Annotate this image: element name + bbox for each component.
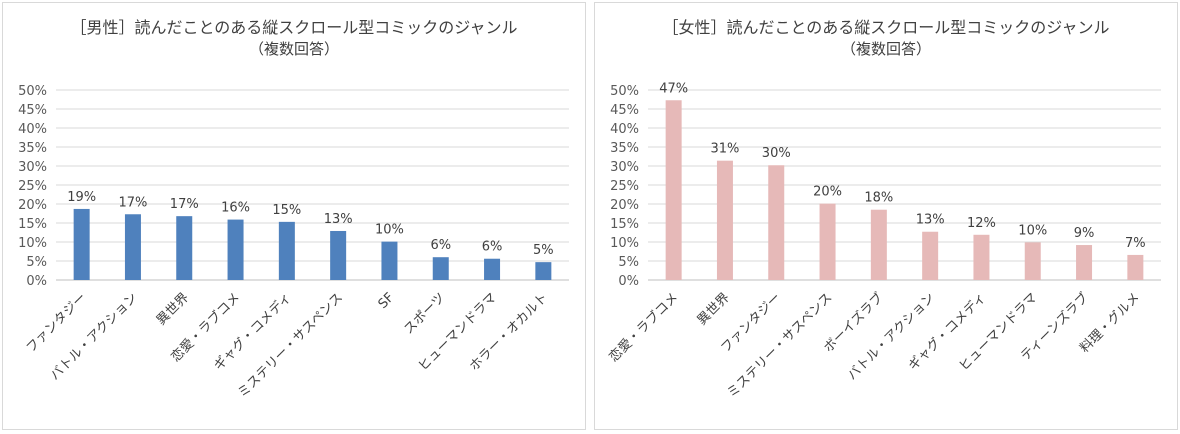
y-tick-label: 20% <box>610 198 639 213</box>
y-tick-label: 5% <box>618 255 639 270</box>
bar <box>973 234 990 280</box>
bar <box>227 219 244 280</box>
y-tick-label: 0% <box>618 274 639 289</box>
data-label: 6% <box>482 240 503 255</box>
data-label: 5% <box>533 243 554 258</box>
x-tick-label: ミステリー・サスペンス <box>235 290 346 401</box>
bar <box>768 165 785 280</box>
bar <box>278 221 295 280</box>
bar <box>484 258 501 280</box>
data-label: 12% <box>967 216 996 231</box>
y-tick-label: 10% <box>18 236 47 251</box>
data-label: 13% <box>916 213 945 228</box>
data-label: 18% <box>864 191 893 206</box>
data-label: 20% <box>813 185 842 200</box>
bar <box>381 241 398 280</box>
y-tick-label: 15% <box>610 217 639 232</box>
male-chart-plot: 0%5%10%15%20%25%30%35%40%45%50%19%ファンタジー… <box>18 84 569 401</box>
data-label: 10% <box>375 223 404 238</box>
y-tick-label: 25% <box>18 179 47 194</box>
y-tick-label: 20% <box>18 198 47 213</box>
y-tick-label: 5% <box>26 255 47 270</box>
y-tick-label: 15% <box>18 217 47 232</box>
y-tick-label: 35% <box>610 141 639 156</box>
y-tick-label: 50% <box>18 84 47 99</box>
data-label: 17% <box>170 197 199 212</box>
bar <box>1024 242 1041 280</box>
bar <box>716 160 733 280</box>
bar <box>535 262 552 280</box>
bar <box>124 214 141 280</box>
x-tick-label: 恋愛・ラブコメ <box>606 290 682 366</box>
chart-title: ［男性］読んだことのある縦スクロール型コミックのジャンル <box>70 18 518 37</box>
data-label: 13% <box>324 212 353 227</box>
y-tick-label: 45% <box>18 103 47 118</box>
bar <box>665 100 682 280</box>
male-chart-panel: ［男性］読んだことのある縦スクロール型コミックのジャンル （複数回答） 0% 5%… <box>2 2 586 430</box>
x-tick-label: 異世界 <box>695 290 733 328</box>
y-tick-label: 0% <box>26 274 47 289</box>
y-tick-label: 35% <box>18 141 47 156</box>
x-tick-label: 異世界 <box>154 290 192 328</box>
bar <box>922 231 939 280</box>
bar <box>1127 254 1144 280</box>
bar <box>432 257 449 280</box>
x-tick-label: バトル・アクション <box>845 290 938 383</box>
data-label: 9% <box>1074 226 1095 241</box>
bar <box>176 216 193 280</box>
y-tick-label: 40% <box>610 122 639 137</box>
y-tick-label: 30% <box>18 160 47 175</box>
chart-subtitle: （複数回答） <box>840 40 931 58</box>
y-tick-label: 45% <box>610 103 639 118</box>
chart-subtitle: （複数回答） <box>248 40 339 58</box>
data-label: 16% <box>221 201 250 216</box>
y-tick-label: 40% <box>18 122 47 137</box>
data-label: 30% <box>762 146 791 161</box>
y-tick-label: 25% <box>610 179 639 194</box>
data-label: 15% <box>272 203 301 218</box>
bar <box>1076 245 1093 280</box>
y-tick-label: 10% <box>610 236 639 251</box>
bar <box>73 208 90 280</box>
data-label: 31% <box>710 142 739 157</box>
x-tick-label: バトル・アクション <box>48 290 141 383</box>
x-tick-label: スポーツ <box>401 290 448 337</box>
data-label: 17% <box>118 195 147 210</box>
y-tick-label: 30% <box>610 160 639 175</box>
data-label: 6% <box>430 238 451 253</box>
data-label: 19% <box>67 190 96 205</box>
x-tick-label: ミステリー・サスペンス <box>725 290 836 401</box>
y-tick-label: 50% <box>610 84 639 99</box>
bar <box>870 209 887 280</box>
bar <box>330 230 347 280</box>
x-tick-label: SF <box>376 290 398 312</box>
data-label: 10% <box>1018 223 1047 238</box>
female-chart-panel: ［女性］読んだことのある縦スクロール型コミックのジャンル （複数回答） 0% 5%… <box>594 2 1178 430</box>
chart-title: ［女性］読んだことのある縦スクロール型コミックのジャンル <box>662 18 1110 37</box>
data-label: 47% <box>659 81 688 96</box>
bar <box>819 203 836 280</box>
data-label: 7% <box>1125 236 1146 251</box>
female-chart-plot: 0% 5% 10% 15% 20% 25% 30% 35% 40% 45% 50% 47% 恋愛・ラブコ… <box>606 81 1161 401</box>
